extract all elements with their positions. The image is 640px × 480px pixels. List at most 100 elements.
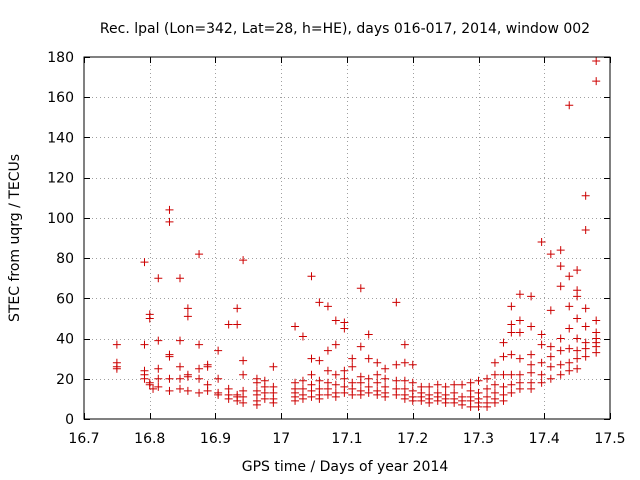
data-point — [195, 388, 204, 397]
data-point — [565, 366, 574, 375]
data-points — [112, 57, 601, 411]
data-point — [364, 330, 373, 339]
data-point — [183, 304, 192, 313]
data-point — [323, 390, 332, 399]
data-point — [331, 316, 340, 325]
chart-title: Rec. lpal (Lon=342, Lat=28, h=HE), days … — [100, 21, 590, 37]
data-point — [373, 378, 382, 387]
y-tick-label: 40 — [56, 332, 74, 348]
data-point — [556, 262, 565, 271]
data-point — [527, 368, 536, 377]
data-point — [214, 390, 223, 399]
data-point — [490, 358, 499, 367]
data-point — [527, 322, 536, 331]
data-point — [441, 382, 450, 391]
data-point — [315, 376, 324, 385]
data-point — [323, 346, 332, 355]
data-point — [392, 360, 401, 369]
data-point — [556, 282, 565, 291]
data-point — [499, 382, 508, 391]
data-point — [556, 246, 565, 255]
data-point — [499, 396, 508, 405]
data-point — [340, 374, 349, 383]
data-point — [581, 344, 590, 353]
data-point — [149, 384, 158, 393]
data-point — [331, 340, 340, 349]
data-point — [565, 358, 574, 367]
data-point — [260, 394, 269, 403]
data-point — [315, 298, 324, 307]
data-point — [507, 302, 516, 311]
data-point — [433, 380, 442, 389]
data-point — [441, 398, 450, 407]
data-point — [573, 292, 582, 301]
data-point — [252, 400, 261, 409]
data-point — [340, 324, 349, 333]
data-point — [140, 258, 149, 267]
data-point — [195, 374, 204, 383]
data-point — [592, 348, 601, 357]
data-point — [203, 386, 212, 395]
data-point — [323, 366, 332, 375]
data-point — [400, 358, 409, 367]
data-point — [458, 400, 467, 409]
data-point — [581, 352, 590, 361]
data-point — [175, 336, 184, 345]
data-point — [298, 394, 307, 403]
data-point — [537, 370, 546, 379]
data-point — [527, 292, 536, 301]
data-point — [331, 380, 340, 389]
data-point — [307, 272, 316, 281]
data-point — [331, 392, 340, 401]
data-point — [408, 378, 417, 387]
data-point — [340, 366, 349, 375]
data-point — [527, 350, 536, 359]
data-point — [145, 380, 154, 389]
x-tick-label: 17.1 — [331, 431, 362, 447]
data-point — [165, 374, 174, 383]
data-point — [175, 362, 184, 371]
data-point — [581, 191, 590, 200]
x-tick-label: 17 — [272, 431, 290, 447]
data-point — [417, 396, 426, 405]
data-point — [546, 374, 555, 383]
data-point — [154, 374, 163, 383]
data-point — [154, 336, 163, 345]
data-point — [450, 398, 459, 407]
data-point — [373, 358, 382, 367]
data-point — [400, 340, 409, 349]
data-point — [356, 342, 365, 351]
y-tick-label: 0 — [65, 412, 74, 428]
data-point — [183, 312, 192, 321]
data-point — [203, 362, 212, 371]
data-point — [340, 388, 349, 397]
y-tick-label: 140 — [47, 130, 74, 146]
x-tick-label: 17.3 — [463, 431, 494, 447]
data-point — [433, 396, 442, 405]
data-point — [483, 402, 492, 411]
data-point — [507, 320, 516, 329]
data-point — [195, 364, 204, 373]
data-point — [515, 328, 524, 337]
y-tick-label: 60 — [56, 291, 74, 307]
data-point — [154, 364, 163, 373]
data-point — [507, 388, 516, 397]
data-point — [356, 390, 365, 399]
x-tick-label: 17.4 — [529, 431, 560, 447]
data-point — [165, 386, 174, 395]
data-point — [556, 370, 565, 379]
data-point — [140, 340, 149, 349]
x-tick-label: 16.9 — [200, 431, 231, 447]
data-point — [348, 362, 357, 371]
data-point — [499, 370, 508, 379]
data-point — [291, 322, 300, 331]
data-point — [483, 384, 492, 393]
data-point — [537, 358, 546, 367]
data-point — [499, 338, 508, 347]
data-point — [565, 101, 574, 110]
data-point — [556, 334, 565, 343]
x-tick-label: 17.2 — [397, 431, 428, 447]
data-point — [214, 374, 223, 383]
data-point — [515, 316, 524, 325]
